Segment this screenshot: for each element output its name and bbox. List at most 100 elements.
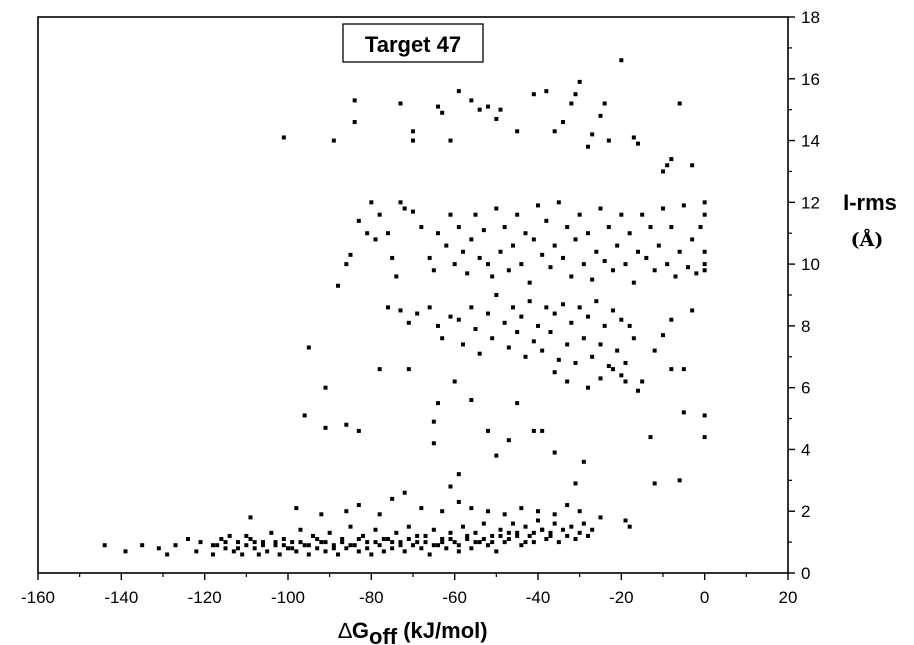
data-point xyxy=(544,89,549,94)
data-point xyxy=(606,364,611,369)
data-point xyxy=(690,237,695,242)
data-point xyxy=(561,527,565,532)
data-point xyxy=(381,537,386,542)
data-point xyxy=(456,499,461,504)
data-point xyxy=(461,342,465,347)
data-point xyxy=(248,515,253,520)
data-point xyxy=(323,385,328,390)
y-tick-label: 4 xyxy=(801,440,810,459)
data-point xyxy=(331,543,336,548)
data-point xyxy=(440,540,445,545)
data-point xyxy=(477,107,482,112)
data-point xyxy=(590,277,595,282)
x-axis-title-unit: (kJ/mol) xyxy=(397,618,487,643)
data-point xyxy=(606,225,611,230)
data-point xyxy=(356,218,361,223)
data-point xyxy=(652,348,657,353)
y-axis-ticks: 0 2 4 6 8 10 12 14 16 18 xyxy=(788,8,820,583)
data-point xyxy=(365,231,370,236)
data-point xyxy=(552,311,557,316)
data-point xyxy=(486,543,490,548)
data-point xyxy=(527,533,532,538)
data-point xyxy=(506,345,511,350)
data-point xyxy=(594,249,599,254)
data-point xyxy=(469,546,474,551)
data-point xyxy=(527,280,532,285)
data-point xyxy=(223,540,228,545)
data-point xyxy=(456,549,461,554)
data-point xyxy=(415,540,420,545)
data-point xyxy=(548,533,553,538)
data-point xyxy=(415,311,420,316)
data-point xyxy=(636,141,640,146)
data-point xyxy=(444,546,449,551)
data-point xyxy=(486,104,490,109)
data-point xyxy=(323,425,328,430)
data-point xyxy=(390,546,395,551)
data-point xyxy=(377,212,382,217)
data-point xyxy=(440,537,445,542)
data-point xyxy=(577,509,582,514)
data-point xyxy=(590,527,595,532)
data-point xyxy=(294,506,299,511)
data-point xyxy=(423,533,428,538)
data-point xyxy=(431,419,436,424)
data-point xyxy=(373,540,378,545)
data-point xyxy=(506,530,511,535)
data-point xyxy=(511,305,515,310)
data-point xyxy=(415,533,420,538)
y-axis-unit: (Å) xyxy=(851,228,884,251)
data-point xyxy=(590,132,595,137)
data-point xyxy=(448,212,453,217)
data-point xyxy=(356,428,361,433)
data-point xyxy=(540,428,545,433)
data-point xyxy=(652,481,657,486)
data-point xyxy=(565,379,570,384)
data-point xyxy=(611,367,615,372)
data-point xyxy=(344,262,349,267)
data-point xyxy=(502,540,507,545)
data-point xyxy=(348,524,353,529)
data-point xyxy=(515,129,520,134)
data-point xyxy=(531,428,536,433)
data-point xyxy=(473,326,478,331)
data-point xyxy=(498,249,503,254)
data-point xyxy=(456,472,461,477)
data-point xyxy=(598,113,603,118)
data-point xyxy=(598,515,603,520)
data-point xyxy=(123,549,128,554)
data-point xyxy=(552,450,557,455)
y-tick-label: 12 xyxy=(801,193,820,212)
data-point xyxy=(419,546,424,551)
data-point xyxy=(669,367,674,372)
data-point xyxy=(669,317,674,322)
y-tick-label: 18 xyxy=(801,8,820,27)
data-point xyxy=(702,413,707,418)
data-point xyxy=(248,537,253,542)
data-point xyxy=(531,92,536,97)
data-point xyxy=(498,107,503,112)
data-point xyxy=(386,231,390,236)
data-point xyxy=(669,157,674,162)
data-point xyxy=(702,212,707,217)
data-point xyxy=(631,135,636,140)
data-point xyxy=(648,435,653,440)
data-point xyxy=(331,138,336,143)
data-point xyxy=(440,336,445,341)
data-point xyxy=(573,537,578,542)
data-point xyxy=(598,342,603,347)
data-point xyxy=(540,348,545,353)
data-point xyxy=(548,530,553,535)
data-point xyxy=(402,490,407,495)
data-point xyxy=(173,543,178,548)
x-axis-title-subscript: off xyxy=(369,624,398,645)
data-point xyxy=(586,533,590,538)
x-tick-label: -20 xyxy=(609,588,634,607)
data-point xyxy=(436,104,440,109)
data-point xyxy=(515,530,520,535)
data-point xyxy=(494,549,499,554)
data-point xyxy=(573,360,578,365)
data-point xyxy=(290,540,295,545)
data-point xyxy=(573,92,578,97)
data-point xyxy=(519,543,524,548)
